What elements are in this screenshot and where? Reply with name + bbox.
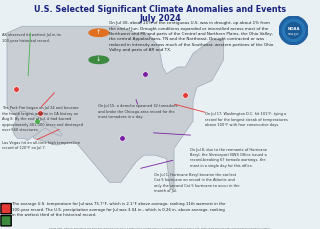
- Text: The Park Fire began on Jul 24 and became
the fourth largest wildfire in CA histo: The Park Fire began on Jul 24 and became…: [2, 106, 83, 132]
- Circle shape: [89, 29, 108, 36]
- Text: On Jul 8, due to the remnants of Hurricane
Beryl, the Shreveport NWS Office issu: On Jul 8, due to the remnants of Hurrica…: [190, 148, 268, 168]
- Text: On Jul 17, Washington D.C. hit 101°F, tying a
record for the longest streak of t: On Jul 17, Washington D.C. hit 101°F, ty…: [205, 112, 288, 127]
- Text: Please Note: Material provided in this map was compiled from NOAA’s State of the: Please Note: Material provided in this m…: [49, 227, 271, 229]
- Text: ↓: ↓: [96, 57, 101, 62]
- Polygon shape: [279, 16, 308, 45]
- Polygon shape: [7, 26, 223, 189]
- Text: The average U.S. temperature for Jul was 75.7°F, which is 2.1°F above average, r: The average U.S. temperature for Jul was…: [12, 202, 226, 217]
- Text: U.S. Selected Significant Climate Anomalies and Events: U.S. Selected Significant Climate Anomal…: [34, 5, 286, 14]
- Text: noaa.gov: noaa.gov: [288, 32, 299, 36]
- Polygon shape: [283, 19, 305, 41]
- Text: NOAA: NOAA: [287, 27, 300, 31]
- Text: On Jul 1, Hurricane Beryl became the earliest
Cat 5 hurricane on record in the A: On Jul 1, Hurricane Beryl became the ear…: [154, 173, 239, 193]
- Polygon shape: [286, 22, 301, 38]
- Text: On Jul 15, a derecho spawned 32 tornadoes
and broke the Chicago-area record for : On Jul 15, a derecho spawned 32 tornadoe…: [98, 104, 177, 119]
- FancyBboxPatch shape: [1, 216, 11, 226]
- Circle shape: [89, 56, 108, 63]
- FancyBboxPatch shape: [1, 204, 11, 214]
- Text: On Jul 30, about 20% of the contiguous U.S. was in drought, up about 1% from
the: On Jul 30, about 20% of the contiguous U…: [109, 21, 274, 52]
- Polygon shape: [13, 111, 62, 141]
- Text: July 2024: July 2024: [139, 14, 181, 23]
- Text: Las Vegas hit an all-time high temperature
record of 120°F on Jul 7.: Las Vegas hit an all-time high temperatu…: [2, 141, 80, 150]
- Text: AK observed its wettest Jul in its
100-year historical record.: AK observed its wettest Jul in its 100-y…: [2, 33, 60, 43]
- Text: ↑: ↑: [96, 30, 101, 35]
